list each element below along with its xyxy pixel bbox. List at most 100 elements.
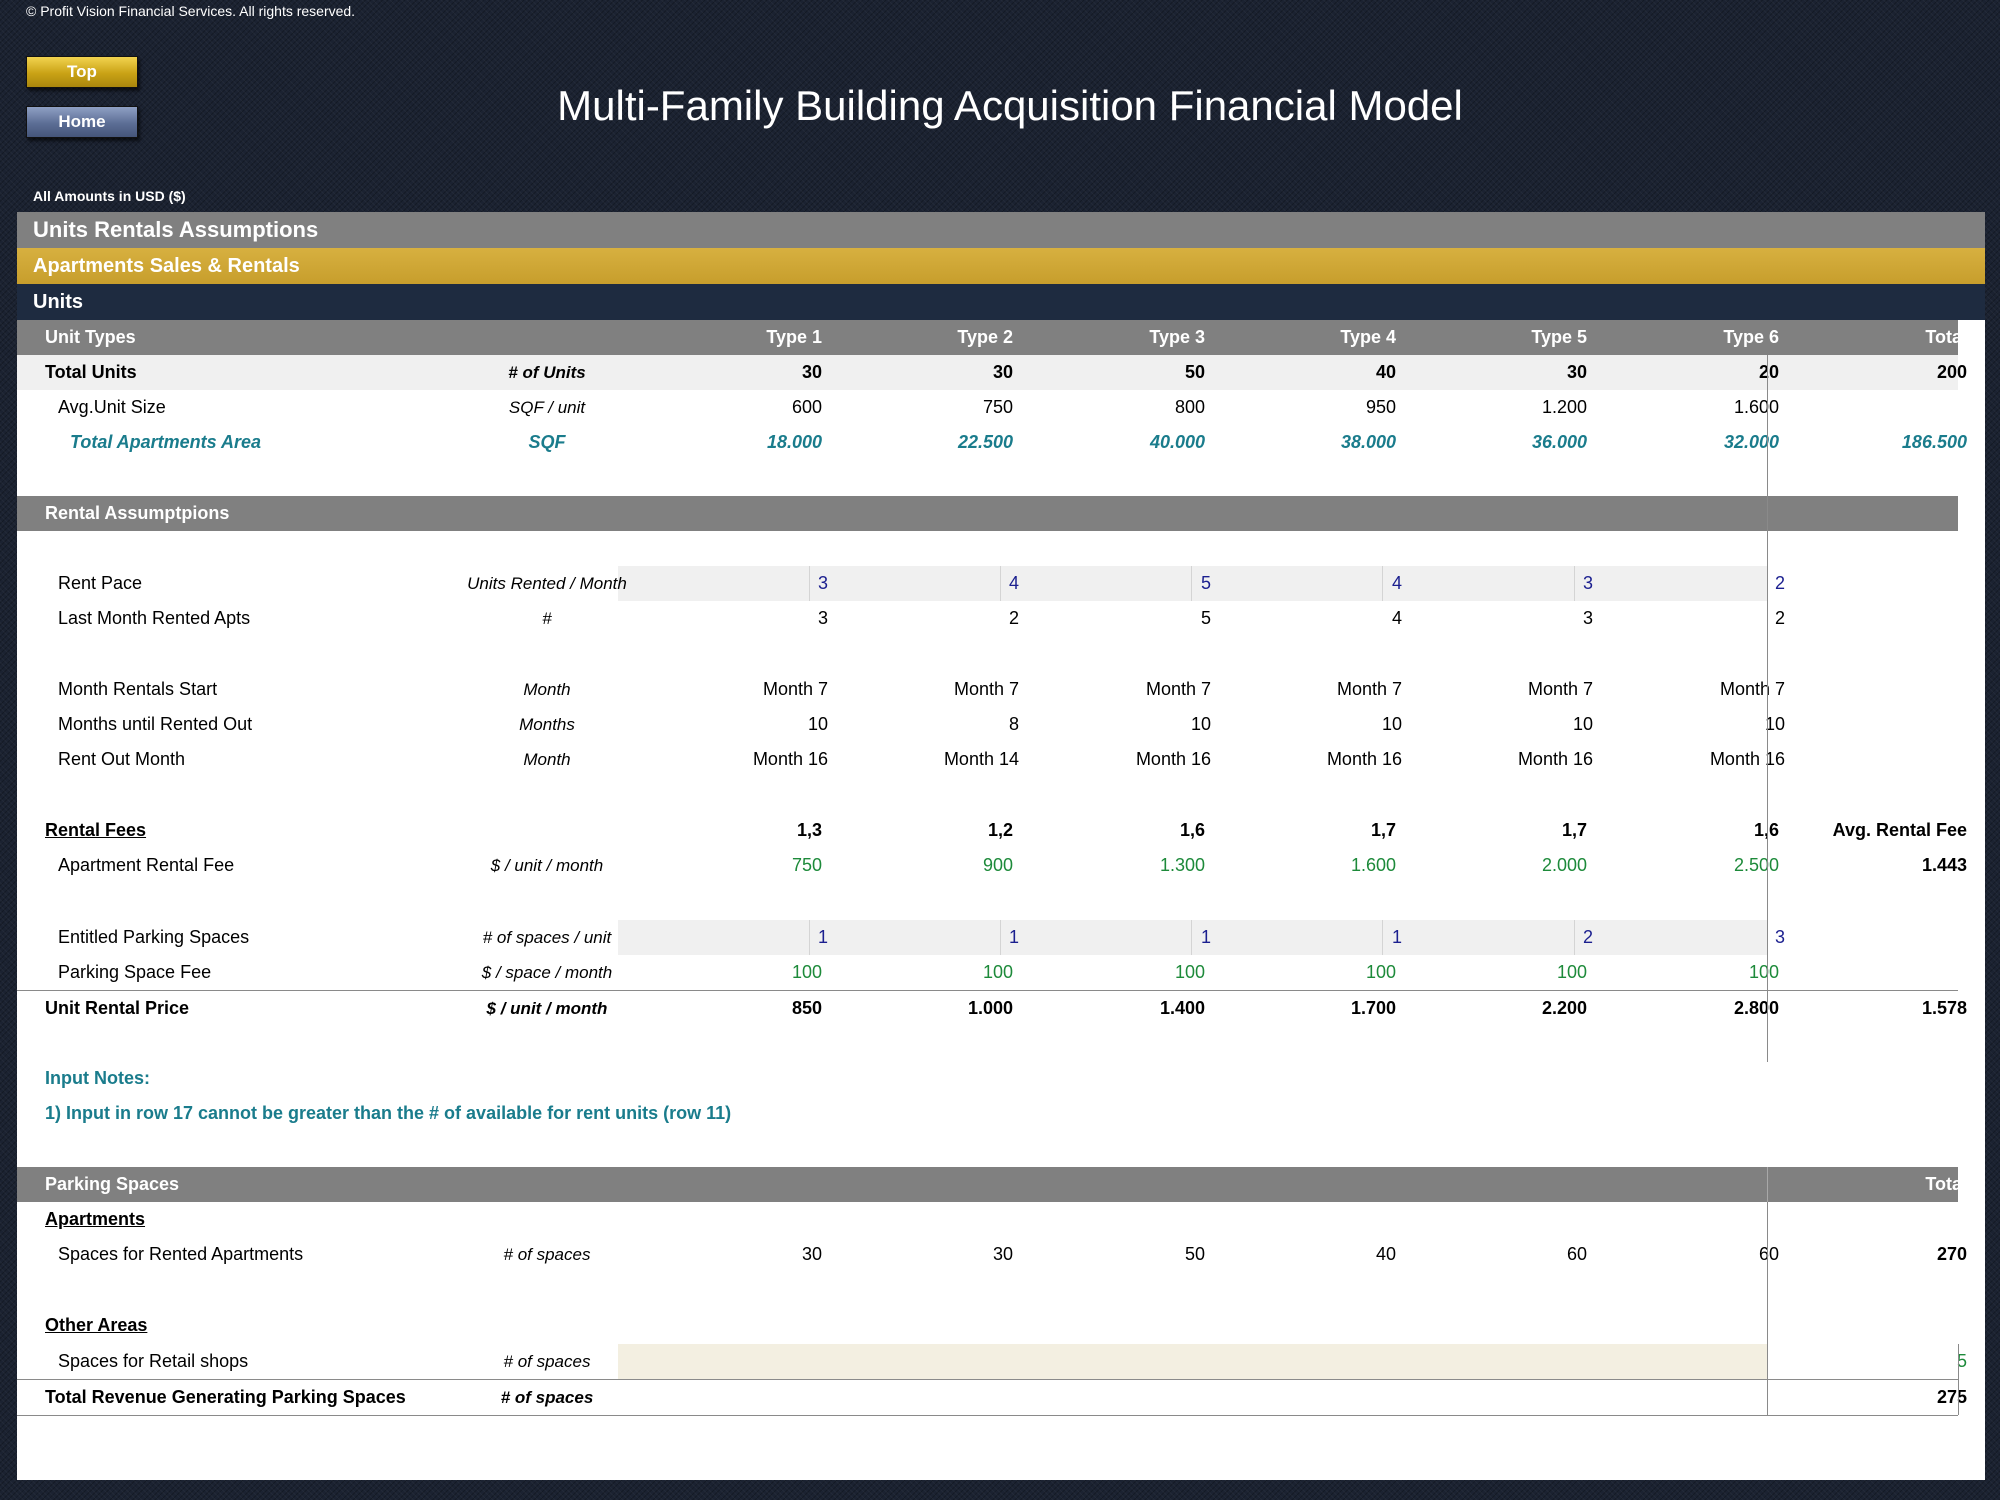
input-value[interactable]: 1 xyxy=(1200,927,1211,947)
rental-assumptions-header: Rental Assumptpions xyxy=(17,496,1958,531)
row-unit: $ / unit / month xyxy=(490,856,604,875)
cell-value: 10 xyxy=(1572,714,1593,734)
apartments-subheading: Apartments xyxy=(45,1209,146,1229)
cell-value: 1,7 xyxy=(1561,820,1587,840)
cell-value: 30 xyxy=(801,1244,822,1264)
group-header: Units xyxy=(17,284,1985,320)
row-label: Total Revenue Generating Parking Spaces xyxy=(45,1387,406,1407)
retail-input-area[interactable] xyxy=(618,1344,1768,1379)
subsection-header: Apartments Sales & Rentals xyxy=(17,248,1985,284)
total-value: 186.500 xyxy=(1901,432,1967,452)
cell-value: Month 16 xyxy=(1709,749,1785,769)
input-cell[interactable] xyxy=(1383,566,1575,601)
input-value[interactable]: 1 xyxy=(1391,927,1402,947)
input-notes-heading: Input Notes: xyxy=(17,1061,1958,1096)
rentals-start-row: Month Rentals Start Month Month 7 Month … xyxy=(17,672,1958,707)
row-unit: Months xyxy=(519,715,575,734)
total-value: 1.443 xyxy=(1921,855,1967,875)
cell-value: 10 xyxy=(1190,714,1211,734)
input-cell[interactable] xyxy=(618,920,810,955)
row-label: Spaces for Retail shops xyxy=(58,1351,249,1371)
row-unit: SQF xyxy=(528,432,566,452)
input-cell[interactable] xyxy=(1192,920,1383,955)
total-value: 270 xyxy=(1936,1244,1967,1264)
total-value: 200 xyxy=(1936,362,1967,382)
cell-value: 1.600 xyxy=(1350,855,1396,875)
row-label: Rent Out Month xyxy=(58,749,186,769)
cell-value: 100 xyxy=(1748,962,1779,982)
type-header: Type 2 xyxy=(957,327,1013,347)
avg-fee-header: Avg. Rental Fee xyxy=(1832,820,1967,840)
cell-value: 100 xyxy=(1174,962,1205,982)
cell-value: 30 xyxy=(992,1244,1013,1264)
input-value[interactable]: 2 xyxy=(1582,927,1593,947)
cell-value: 5 xyxy=(1200,608,1211,628)
cell-value: Month 7 xyxy=(1719,679,1785,699)
cell-value: 8 xyxy=(1008,714,1019,734)
rent-pace-row: Rent Pace Units Rented / Month 3 4 5 4 3… xyxy=(17,566,1958,601)
cell-value: 30 xyxy=(992,362,1013,382)
cell-value: 50 xyxy=(1184,362,1205,382)
input-cell[interactable] xyxy=(618,566,810,601)
input-cell[interactable] xyxy=(1383,920,1575,955)
input-cell[interactable] xyxy=(1001,566,1192,601)
top-button[interactable]: Top xyxy=(26,56,138,88)
cell-value: 1.600 xyxy=(1733,397,1779,417)
row-unit: SQF / unit xyxy=(508,398,586,417)
input-value[interactable]: 4 xyxy=(1391,573,1402,593)
input-value[interactable]: 1 xyxy=(1008,927,1019,947)
input-value[interactable]: 1 xyxy=(817,927,828,947)
total-value: 275 xyxy=(1936,1387,1967,1407)
row-label: Total Units xyxy=(45,362,137,382)
input-cell[interactable] xyxy=(810,566,1001,601)
cell-value: 18.000 xyxy=(766,432,822,452)
input-value[interactable]: 3 xyxy=(1774,927,1785,947)
row-label: Parking Space Fee xyxy=(58,962,212,982)
apt-rental-fee-row: Apartment Rental Fee $ / unit / month 75… xyxy=(17,848,1967,883)
cell-value: 60 xyxy=(1758,1244,1779,1264)
cell-value: 1.700 xyxy=(1350,998,1396,1018)
input-value[interactable]: 3 xyxy=(1582,573,1593,593)
input-value[interactable]: 4 xyxy=(1008,573,1019,593)
rent-out-row: Rent Out Month Month Month 16 Month 14 M… xyxy=(17,742,1958,777)
input-value[interactable]: 3 xyxy=(817,573,828,593)
revenue-parking-row: Total Revenue Generating Parking Spaces … xyxy=(17,1380,1967,1415)
row-unit: # xyxy=(542,609,552,628)
input-value[interactable]: 2 xyxy=(1774,573,1785,593)
row-unit: Month xyxy=(523,750,571,769)
cell-value: 100 xyxy=(982,962,1013,982)
home-button[interactable]: Home xyxy=(26,106,138,138)
last-month-row: Last Month Rented Apts # 3 2 5 4 3 2 xyxy=(17,601,1958,636)
cell-value: 30 xyxy=(1566,362,1587,382)
input-cell[interactable] xyxy=(1192,566,1383,601)
input-value[interactable]: 5 xyxy=(1200,573,1211,593)
input-cell[interactable] xyxy=(1001,920,1192,955)
cell-value: 10 xyxy=(1381,714,1402,734)
parking-fee-row: Parking Space Fee $ / space / month 100 … xyxy=(17,955,1958,990)
cell-value: 1.300 xyxy=(1159,855,1205,875)
input-cell[interactable] xyxy=(810,920,1001,955)
cell-value: 850 xyxy=(791,998,822,1018)
cell-value: 1.000 xyxy=(967,998,1013,1018)
cell-value: 2.200 xyxy=(1541,998,1587,1018)
cell-value: Month 14 xyxy=(943,749,1019,769)
header-separator xyxy=(1767,1167,1768,1202)
cell-value: 1,6 xyxy=(1599,813,1779,848)
notes-heading: Input Notes: xyxy=(45,1068,150,1088)
parking-header-label: Parking Spaces xyxy=(45,1174,180,1194)
rental-fees-row: Rental Fees 1,3 1,2 1,6 1,7 1,7 1,6 Avg.… xyxy=(17,813,1967,848)
row-unit: $ / unit / month xyxy=(486,999,608,1018)
other-areas-subheading-row: Other Areas xyxy=(17,1308,1958,1343)
row-label: Unit Rental Price xyxy=(45,998,190,1018)
divider xyxy=(17,1415,1958,1416)
cell-value: 2 xyxy=(1008,608,1019,628)
copyright-text: © Profit Vision Financial Services. All … xyxy=(26,3,356,19)
cell-value: 100 xyxy=(1556,962,1587,982)
rented-spaces-row: Spaces for Rented Apartments # of spaces… xyxy=(17,1237,1967,1272)
divider xyxy=(17,1379,1958,1380)
cell-value: 1,6 xyxy=(1179,820,1205,840)
rental-header-label: Rental Assumptpions xyxy=(45,503,230,523)
cell-value: 2.500 xyxy=(1733,855,1779,875)
cell-value: Month 7 xyxy=(953,679,1019,699)
total-area-row: Total Apartments Area SQF 18.000 22.500 … xyxy=(17,425,1967,460)
